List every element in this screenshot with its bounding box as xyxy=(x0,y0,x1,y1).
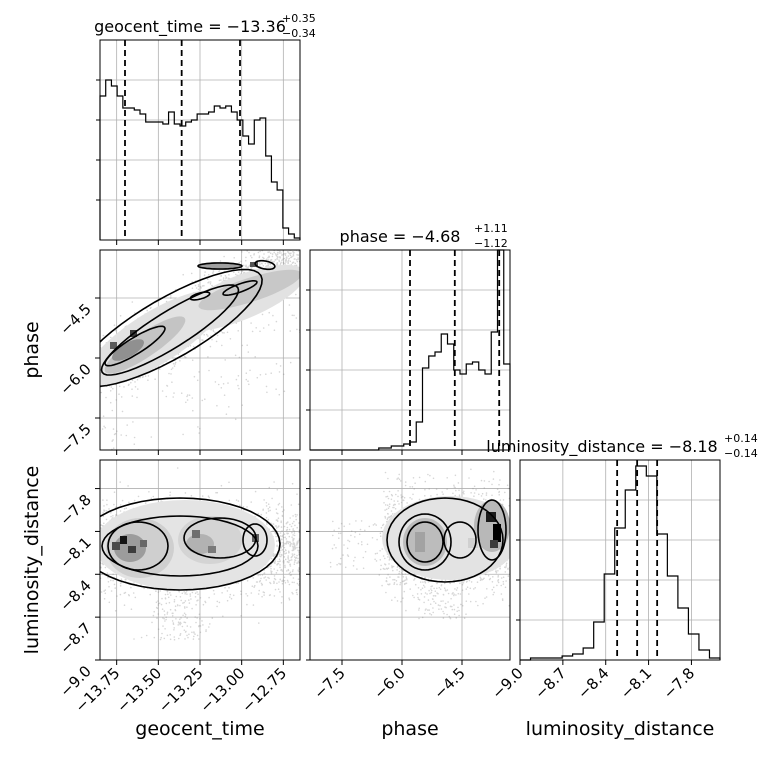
contour-line xyxy=(197,262,243,270)
y-axis-label-luminosity-distance: luminosity_distance xyxy=(21,466,43,655)
x-tick-label: −6.0 xyxy=(370,664,408,702)
density-cell xyxy=(110,342,117,349)
contour-line xyxy=(477,499,507,561)
contour-line xyxy=(189,291,211,301)
x-axis-label-luminosity-distance: luminosity_distance xyxy=(526,718,715,740)
contour-line xyxy=(398,513,452,571)
density-cell xyxy=(192,530,200,538)
x-tick-label: −9.0 xyxy=(488,664,526,702)
density-cell xyxy=(415,532,425,552)
x-axis-label-geocent-time: geocent_time xyxy=(135,718,264,740)
y-tick-label: −6.0 xyxy=(56,360,94,398)
diagonal-title-lower-error: −0.14 xyxy=(724,447,758,460)
density-level xyxy=(112,339,144,361)
density-cell xyxy=(112,542,120,550)
diagonal-title-upper-error: +1.11 xyxy=(474,222,508,235)
diagonal-title-lower-error: −1.12 xyxy=(474,237,508,250)
contour-line xyxy=(222,280,258,296)
diagonal-title-lower-error: −0.34 xyxy=(282,27,316,40)
x-tick-label: −7.8 xyxy=(660,664,698,702)
contour-line xyxy=(406,521,444,563)
y-tick-label: −7.5 xyxy=(56,420,94,458)
panel-frame xyxy=(519,459,721,661)
diagonal-title-luminosity_distance: luminosity_distance = −8.18 xyxy=(486,437,717,457)
panel-frame xyxy=(309,459,511,661)
contour-line xyxy=(100,497,281,591)
density-cell xyxy=(468,538,478,548)
y-tick-label: −7.8 xyxy=(56,491,94,529)
x-tick-label: −8.7 xyxy=(531,664,569,702)
density-cell xyxy=(120,536,127,544)
y-tick-label: −8.7 xyxy=(56,619,94,657)
density-level xyxy=(186,534,214,554)
y-tick-label: −4.5 xyxy=(56,300,94,338)
histogram-geocent_time xyxy=(99,79,301,240)
x-tick-label: −7.5 xyxy=(310,664,348,702)
contour-line xyxy=(100,268,263,388)
x-axis-label-phase: phase xyxy=(381,718,438,740)
density-cell xyxy=(208,546,216,553)
contour-line xyxy=(443,521,477,559)
contour-line xyxy=(107,521,169,571)
contour-line xyxy=(104,325,166,367)
x-tick-label: −13.00 xyxy=(197,664,249,716)
y-tick-label: −8.4 xyxy=(56,576,94,614)
contour-line xyxy=(183,517,257,559)
contour-line xyxy=(242,523,268,557)
contour-line xyxy=(386,497,504,583)
x-tick-label: −8.1 xyxy=(617,664,655,702)
panel-frame xyxy=(309,249,511,451)
density-cell xyxy=(493,524,501,542)
geocent-phase-density xyxy=(100,250,300,450)
contour-line xyxy=(254,259,276,271)
diagonal-title-upper-error: +0.35 xyxy=(282,12,316,25)
geocent-distance-density xyxy=(100,467,300,641)
histogram-luminosity_distance xyxy=(520,465,721,661)
x-tick-label: −8.4 xyxy=(574,664,612,702)
density-level xyxy=(198,269,300,311)
x-tick-label: −13.25 xyxy=(155,664,207,716)
diagonal-title-upper-error: +0.14 xyxy=(724,432,758,445)
y-tick-label: −8.1 xyxy=(56,534,94,572)
contour-line xyxy=(100,284,240,376)
density-cell xyxy=(490,540,498,548)
diagonal-title-geocent_time: geocent_time = −13.36 xyxy=(94,17,286,37)
contour-line xyxy=(101,515,259,577)
x-tick-label: −4.5 xyxy=(430,664,468,702)
x-tick-label: −13.50 xyxy=(113,664,165,716)
density-cell xyxy=(486,512,496,522)
density-cell xyxy=(140,540,147,547)
x-tick-label: −12.75 xyxy=(238,664,290,716)
phase-distance-density xyxy=(329,468,510,620)
density-cell xyxy=(250,262,258,267)
diagonal-title-phase: phase = −4.68 xyxy=(340,227,461,246)
y-axis-label-phase: phase xyxy=(21,321,43,378)
density-cell xyxy=(128,546,136,553)
